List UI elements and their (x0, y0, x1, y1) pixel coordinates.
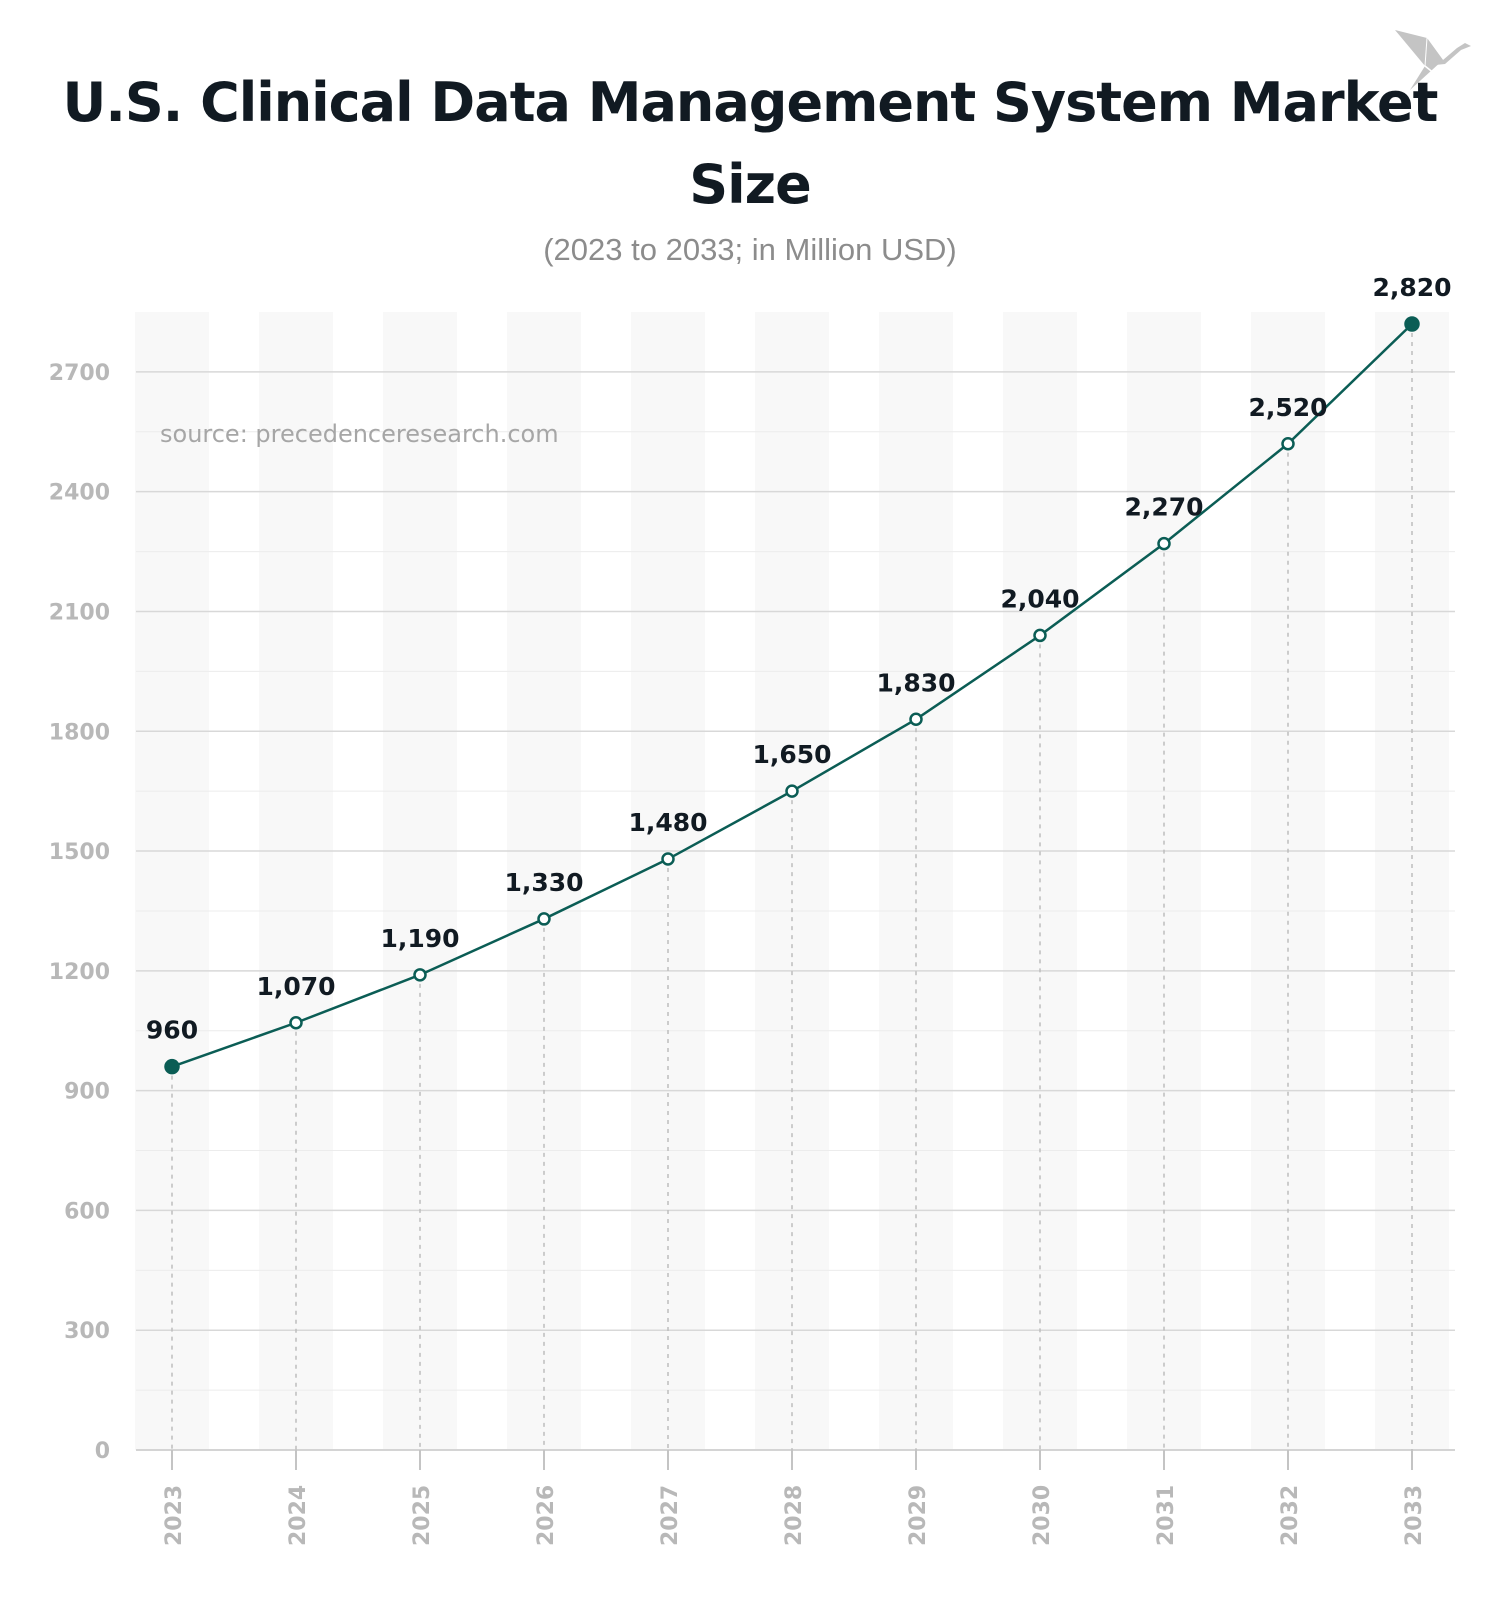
column-stripe (135, 312, 209, 1450)
y-tick-label: 900 (64, 1080, 110, 1105)
x-tick-label: 2032 (1278, 1485, 1303, 1546)
y-tick-label: 1800 (49, 720, 110, 745)
x-tick-label: 2027 (658, 1485, 683, 1546)
data-point (413, 968, 427, 982)
x-tick-label: 2023 (162, 1485, 187, 1546)
chart-title: U.S. Clinical Data Management System Mar… (62, 71, 1439, 216)
x-tick-label: 2024 (286, 1485, 311, 1546)
chart-subtitle: (2023 to 2033; in Million USD) (543, 232, 957, 267)
data-point (537, 912, 551, 926)
data-point (661, 852, 675, 866)
data-label: 1,830 (876, 668, 955, 697)
data-label: 2,270 (1124, 493, 1203, 522)
y-tick-label: 2100 (49, 600, 110, 625)
data-label: 960 (146, 1016, 198, 1045)
x-tick-label: 2029 (906, 1485, 931, 1546)
data-label: 1,330 (504, 868, 583, 897)
y-tick-label: 1200 (49, 960, 110, 985)
data-point (164, 1058, 180, 1075)
data-point (785, 784, 799, 798)
data-label: 1,190 (380, 924, 459, 953)
x-tick-label: 2028 (782, 1485, 807, 1546)
data-point (1404, 316, 1420, 332)
column-stripe (259, 312, 333, 1450)
data-point (1157, 536, 1171, 551)
y-tick-label: 1500 (49, 840, 110, 865)
y-tick-label: 2700 (49, 361, 110, 386)
data-label: 2,820 (1372, 273, 1451, 302)
x-tick-label: 2025 (410, 1485, 435, 1546)
x-tick-label: 2030 (1030, 1485, 1055, 1546)
data-label: 1,650 (752, 740, 831, 769)
data-label: 1,070 (256, 972, 335, 1001)
data-point (909, 712, 923, 727)
y-tick-label: 300 (64, 1319, 110, 1344)
source-note: source: precedenceresearch.com (160, 420, 559, 448)
y-tick-label: 2400 (49, 481, 110, 506)
y-tick-label: 600 (64, 1199, 110, 1224)
data-label: 2,520 (1248, 393, 1327, 422)
y-tick-label: 0 (95, 1439, 110, 1464)
x-tick-label: 2026 (534, 1485, 559, 1546)
x-tick-label: 2031 (1154, 1485, 1179, 1546)
data-point (1033, 628, 1047, 643)
column-stripe (507, 312, 581, 1450)
data-label: 1,480 (628, 808, 707, 837)
x-tick-label: 2033 (1402, 1485, 1427, 1546)
data-point (1281, 437, 1295, 451)
data-label: 2,040 (1000, 584, 1079, 613)
data-point (289, 1016, 303, 1030)
column-stripe (383, 312, 457, 1450)
column-stripe (1127, 312, 1201, 1450)
origami-bird-icon (1395, 30, 1471, 90)
